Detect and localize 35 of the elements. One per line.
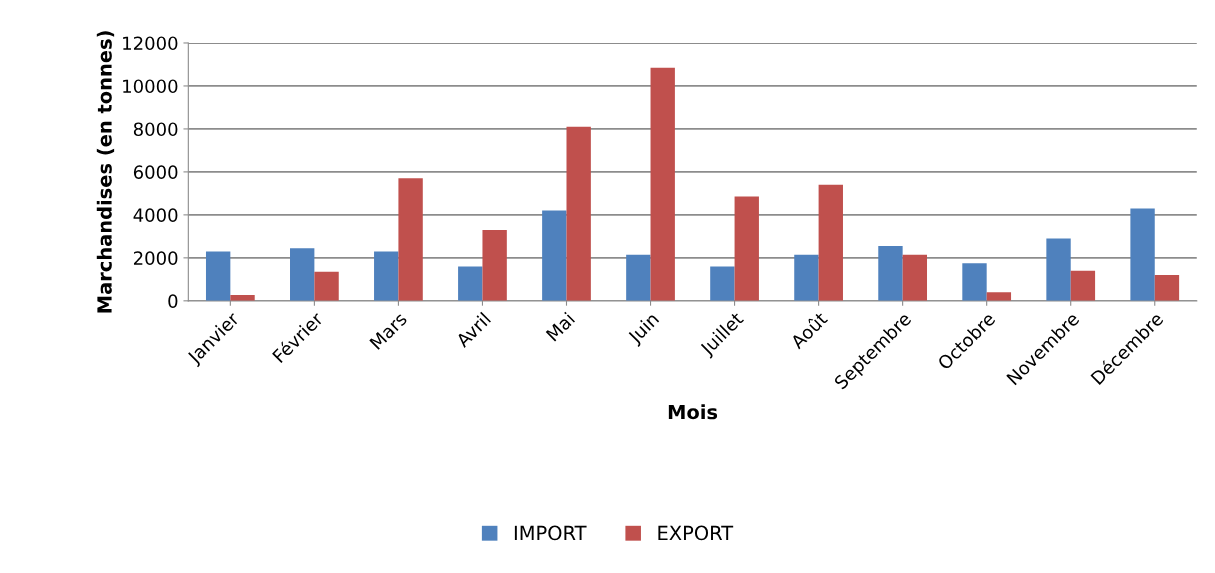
x-axis-title: Mois [668, 404, 718, 420]
bar [878, 246, 903, 301]
bar [1070, 270, 1096, 301]
bar [374, 251, 399, 301]
y-tick-label: 8000 [133, 122, 178, 137]
y-tick-label: 12000 [123, 36, 178, 51]
bar [1130, 208, 1155, 301]
legend-label: EXPORT [658, 525, 734, 541]
bar [290, 248, 315, 301]
bar [986, 292, 1012, 301]
bar [398, 178, 423, 301]
bar [314, 271, 339, 301]
bar [482, 229, 507, 301]
bar [962, 263, 987, 301]
y-tick-label: 0 [168, 294, 178, 308]
bar [650, 67, 675, 301]
bar [458, 266, 483, 301]
bar [710, 266, 735, 301]
bar [902, 254, 928, 301]
y-tick-label: 4000 [133, 208, 178, 222]
bar [626, 254, 651, 301]
y-tick-label: 10000 [123, 79, 178, 94]
legend-label: IMPORT [514, 525, 587, 541]
bar [1046, 238, 1071, 301]
bar [794, 254, 819, 301]
bar [566, 126, 591, 301]
y-axis-title: Marchandises (en tonnes) [96, 31, 115, 313]
y-tick-label: 2000 [133, 251, 178, 265]
x-tick-label: Mai [545, 311, 576, 342]
bar [1154, 275, 1180, 301]
y-tick-label: 6000 [133, 165, 178, 180]
bar [734, 196, 759, 301]
bar [205, 251, 231, 301]
bar [542, 210, 567, 301]
bar [818, 184, 843, 301]
